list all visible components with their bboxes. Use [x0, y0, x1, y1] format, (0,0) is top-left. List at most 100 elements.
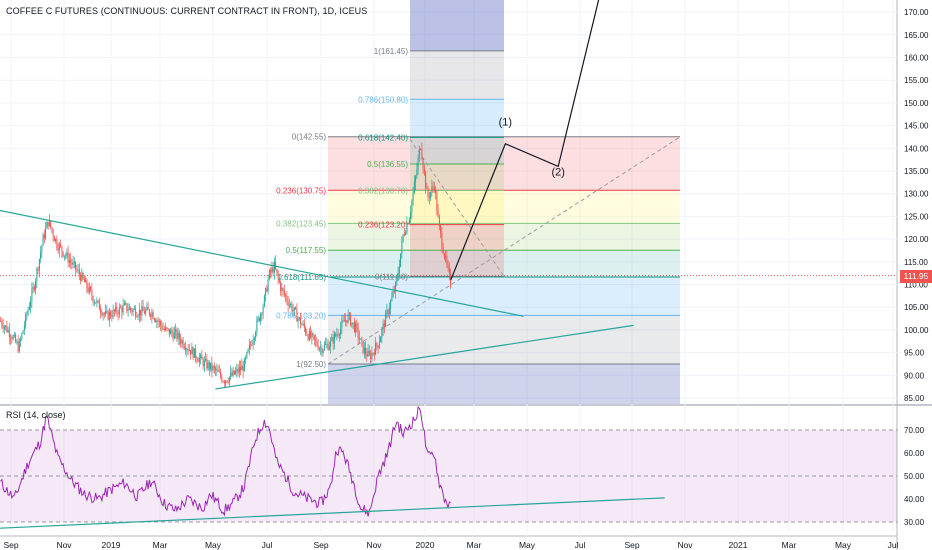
candle-body: [151, 312, 153, 317]
candle-body: [28, 307, 30, 310]
candle-body: [231, 372, 233, 376]
fib-retracement-label: 0.236(130.75): [276, 186, 326, 195]
y-tick-label: 115.00: [904, 258, 928, 267]
trendline-ascending-support: [215, 324, 634, 390]
candle-body: [222, 381, 224, 383]
candle-body: [447, 263, 449, 268]
candle-body: [108, 312, 110, 320]
candle-body: [51, 227, 53, 231]
candle-body: [2, 325, 4, 329]
candle-body: [340, 327, 342, 335]
candle-body: [310, 330, 312, 338]
candle-body: [130, 307, 132, 310]
candle-body: [36, 268, 38, 282]
candle-body: [400, 253, 402, 267]
candle-body: [328, 346, 330, 350]
fib-retracement-label: 0.618(111.65): [277, 273, 326, 282]
candle-body: [218, 371, 220, 373]
candle-body: [430, 192, 432, 198]
candle-body: [105, 311, 107, 314]
candle-body: [158, 321, 160, 322]
candle-body: [292, 310, 294, 312]
y-tick-label: 105.00: [904, 303, 929, 312]
candle-body: [228, 376, 230, 383]
candle-body: [88, 286, 90, 293]
candle-body: [278, 278, 280, 283]
candle-body: [236, 368, 238, 372]
candle-body: [145, 310, 147, 314]
candle-body: [117, 312, 119, 315]
candle-body: [148, 309, 150, 315]
candle-body: [87, 288, 89, 293]
fib-extension-label: 0.382(130.70): [358, 187, 408, 196]
x-tick-label: Nov: [677, 540, 693, 550]
main-pane-bg: [0, 0, 897, 404]
candle-body: [266, 288, 268, 292]
fib-extension-zone: [410, 50, 504, 100]
fib-retracement-zone: [328, 363, 680, 404]
candle-body: [212, 366, 214, 371]
candle-body: [333, 333, 335, 344]
y-tick-label: 140.00: [904, 144, 929, 153]
wave-projection-path: [450, 0, 600, 281]
candle-body: [42, 234, 44, 246]
candle-body: [166, 327, 168, 329]
fib-extension-label: 0.786(150.80): [358, 95, 408, 104]
candle-body: [150, 314, 152, 317]
candle-body: [336, 334, 338, 336]
x-tick-label: Sep: [3, 540, 18, 550]
candle-body: [186, 349, 188, 351]
candle-body: [306, 333, 308, 336]
candle-body: [163, 328, 165, 330]
rsi-trendline: [0, 497, 665, 529]
candle-body: [30, 301, 32, 308]
candle-body: [250, 344, 252, 346]
x-tick-label: 2019: [102, 540, 121, 550]
candle-body: [440, 225, 442, 233]
candle-body: [227, 381, 229, 383]
candle-body: [90, 286, 92, 290]
candle-body: [358, 337, 360, 340]
candle-body: [183, 346, 185, 349]
candle-body: [248, 344, 250, 350]
fib-retracement-zone: [328, 250, 680, 278]
candle-body: [238, 367, 240, 373]
candle-body: [93, 302, 95, 304]
candle-body: [360, 338, 362, 340]
candle-body: [391, 296, 393, 301]
trendlines: [0, 209, 634, 390]
candle-body: [398, 266, 400, 273]
candle-body: [100, 309, 102, 313]
candle-body: [352, 322, 354, 324]
y-tick-label: 125.00: [904, 212, 929, 221]
y-tick-label: 135.00: [904, 167, 929, 176]
candle-body: [290, 304, 292, 306]
candle-body: [160, 321, 162, 326]
fib-retracement-zone: [328, 277, 680, 316]
candle-body: [283, 290, 285, 295]
candle-body: [435, 189, 437, 194]
candle-body: [267, 279, 269, 292]
fib-retracement-label: 0.786(103.20): [276, 311, 326, 320]
candle-body: [450, 273, 452, 287]
candle-body: [241, 365, 243, 371]
candle-body: [170, 330, 172, 335]
candle-body: [376, 343, 378, 346]
candle-body: [31, 289, 33, 302]
candle-body: [123, 303, 125, 306]
x-tick-label: May: [205, 540, 222, 550]
candle-body: [442, 247, 444, 254]
rsi-y-tick-label: 70.00: [904, 426, 925, 435]
x-tick-label: May: [519, 540, 536, 550]
candle-body: [341, 320, 343, 328]
candle-body: [427, 188, 429, 198]
candle-body: [362, 341, 364, 354]
candle-body: [133, 308, 135, 310]
fib-retracement-zone: [328, 190, 680, 224]
fib-retracement-label: 1(92.50): [296, 360, 326, 369]
y-tick-label: 170.00: [904, 8, 929, 17]
candle-body: [357, 326, 359, 338]
candle-body: [32, 286, 34, 290]
candle-body: [142, 306, 144, 311]
candle-body: [277, 272, 279, 279]
